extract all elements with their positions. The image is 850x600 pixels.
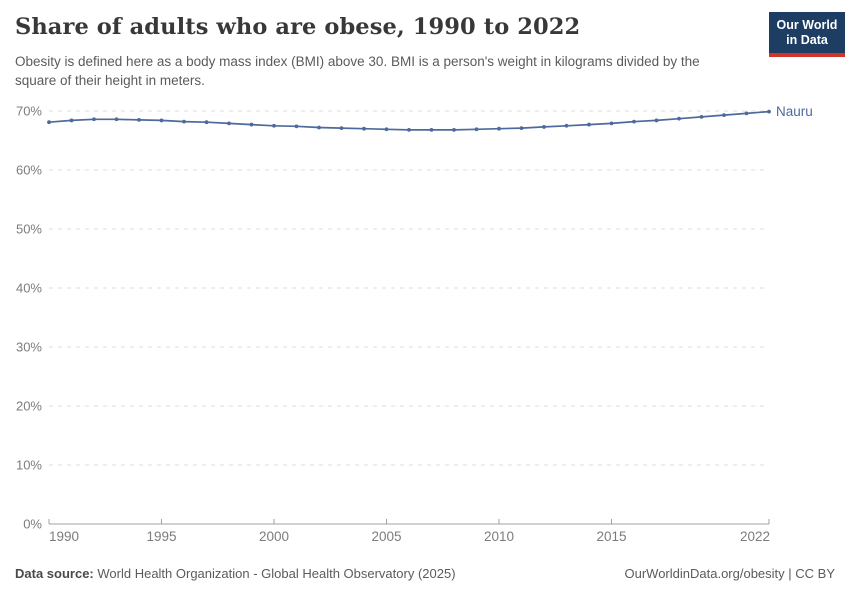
y-axis-tick-label: 50% [16, 222, 42, 237]
y-axis-tick-label: 70% [16, 104, 42, 119]
data-point[interactable] [587, 122, 591, 127]
data-point[interactable] [497, 126, 501, 131]
chart-title: Share of adults who are obese, 1990 to 2… [15, 14, 581, 40]
x-axis-tick-label: 2000 [259, 529, 289, 544]
attribution-link[interactable]: OurWorldinData.org/obesity | CC BY [624, 566, 836, 581]
data-point[interactable] [699, 115, 704, 119]
logo-line-2: in Data [786, 32, 828, 47]
data-point[interactable] [182, 119, 186, 124]
x-axis-tick-label: 2010 [484, 529, 514, 544]
data-source-note: Data source: World Health Organization -… [15, 566, 456, 581]
series-label-nauru[interactable]: Nauru [776, 104, 813, 119]
data-point[interactable] [362, 126, 366, 131]
data-point[interactable] [47, 120, 51, 125]
data-point[interactable] [767, 109, 771, 114]
owid-logo[interactable]: Our World in Data [769, 12, 845, 53]
data-point[interactable] [452, 127, 456, 132]
series-line-nauru[interactable] [48, 110, 770, 131]
data-source-label: Data source: [15, 566, 94, 581]
data-point[interactable] [474, 127, 479, 132]
y-axis-tick-label: 30% [16, 340, 42, 355]
data-point[interactable] [429, 127, 434, 132]
data-point[interactable] [317, 125, 321, 130]
data-point[interactable] [654, 118, 659, 123]
data-point[interactable] [722, 113, 726, 118]
x-axis-tick-label: 2022 [740, 529, 770, 544]
x-axis-tick-label: 1990 [49, 529, 79, 544]
chart-subtitle: Obesity is defined here as a body mass i… [15, 54, 700, 89]
y-axis-tick-label: 0% [23, 517, 42, 532]
data-point[interactable] [609, 121, 614, 126]
data-point[interactable] [677, 116, 681, 121]
data-point[interactable] [384, 127, 389, 132]
y-axis-tick-label: 10% [16, 458, 42, 473]
data-point[interactable] [294, 124, 299, 129]
logo-red-bar [769, 53, 845, 57]
data-point[interactable] [542, 125, 546, 129]
data-point[interactable] [159, 118, 164, 123]
x-axis-tick-label: 2015 [596, 529, 626, 544]
data-source-text: World Health Organization - Global Healt… [97, 566, 456, 581]
data-point[interactable] [407, 127, 411, 132]
data-point[interactable] [339, 126, 344, 131]
data-point[interactable] [272, 123, 276, 128]
data-point[interactable] [227, 121, 231, 126]
data-point[interactable] [114, 117, 119, 122]
y-axis-tick-label: 40% [16, 281, 42, 296]
x-axis-tick-label: 2005 [371, 529, 401, 544]
x-axis-tick-label: 1995 [146, 529, 176, 544]
y-axis-tick-label: 20% [16, 399, 42, 414]
data-point[interactable] [744, 111, 749, 116]
logo-line-1: Our World [776, 18, 838, 33]
data-point[interactable] [92, 117, 96, 122]
data-point[interactable] [519, 126, 524, 131]
data-point[interactable] [204, 120, 209, 125]
y-axis-tick-label: 60% [16, 163, 42, 178]
data-point[interactable] [632, 119, 636, 124]
data-point[interactable] [69, 118, 74, 123]
data-point[interactable] [249, 122, 254, 127]
data-point[interactable] [564, 123, 569, 128]
data-point[interactable] [137, 117, 141, 122]
